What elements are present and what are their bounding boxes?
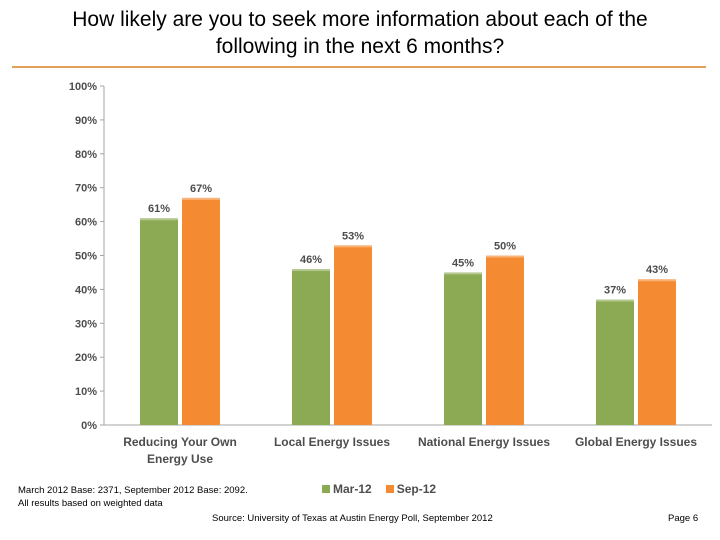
y-tick-label: 50% bbox=[75, 251, 97, 263]
data-label: 50% bbox=[494, 241, 516, 253]
y-tick-label: 40% bbox=[75, 284, 97, 296]
legend-swatch-mar-12 bbox=[322, 485, 330, 493]
bar-highlight bbox=[486, 255, 524, 258]
data-label: 43% bbox=[646, 264, 668, 276]
title-line-2: following in the next 6 months? bbox=[215, 35, 505, 58]
legend-label-mar-12: Mar-12 bbox=[333, 482, 372, 496]
chart-labels: 61% 67% Reducing Your Own Energy Use 46% 53% L… bbox=[123, 183, 697, 466]
y-tick-label: 60% bbox=[75, 217, 97, 229]
x-tick-label: National Energy Issues bbox=[418, 435, 550, 449]
bar-mar-12-0 bbox=[140, 218, 178, 425]
bar-mar-12-3 bbox=[596, 299, 634, 425]
y-tick-label: 100% bbox=[69, 81, 97, 93]
title-line-1: How likely are you to seek more informat… bbox=[72, 8, 648, 31]
x-tick-label: Global Energy Issues bbox=[575, 435, 697, 449]
bar-highlight bbox=[596, 299, 634, 302]
source-note: Source: University of Texas at Austin En… bbox=[212, 513, 493, 524]
y-tick-label: 20% bbox=[75, 352, 97, 364]
data-label: 67% bbox=[190, 183, 212, 195]
bar-chart: 0% 10% 20% 30% 40% 50% 60% 70% 80% 90% 100% 61% 67%… bbox=[69, 81, 712, 466]
data-label: 61% bbox=[148, 203, 170, 215]
legend-item-sep-12: Sep-12 bbox=[385, 482, 437, 496]
bar-mar-12-2 bbox=[444, 272, 482, 425]
title-divider bbox=[12, 66, 706, 68]
data-label: 37% bbox=[604, 285, 626, 297]
y-tick-label: 10% bbox=[75, 386, 97, 398]
y-tick-label: 0% bbox=[81, 420, 97, 432]
x-tick-label: Reducing Your Own bbox=[123, 435, 237, 449]
bar-mar-12-1 bbox=[292, 269, 330, 425]
chart-bars bbox=[140, 197, 676, 425]
bar-sep-12-1 bbox=[334, 245, 372, 425]
y-tick-label: 30% bbox=[75, 318, 97, 330]
y-tick-label: 80% bbox=[75, 149, 97, 161]
y-tick-label: 70% bbox=[75, 183, 97, 195]
bar-highlight bbox=[638, 279, 676, 282]
slide-title: How likely are you to seek more informat… bbox=[10, 6, 710, 60]
base-note: March 2012 Base: 2371, September 2012 Ba… bbox=[18, 484, 248, 510]
data-label: 46% bbox=[300, 254, 322, 266]
chart-legend: Mar-12 Sep-12 bbox=[322, 482, 450, 496]
bar-highlight bbox=[182, 197, 220, 200]
bar-highlight bbox=[444, 272, 482, 275]
bar-highlight bbox=[140, 218, 178, 221]
bar-sep-12-2 bbox=[486, 255, 524, 425]
bar-sep-12-3 bbox=[638, 279, 676, 425]
data-label: 45% bbox=[452, 257, 474, 269]
y-tick-label: 90% bbox=[75, 115, 97, 127]
legend-label-sep-12: Sep-12 bbox=[396, 482, 437, 496]
data-label: 53% bbox=[342, 230, 364, 242]
legend-item-mar-12: Mar-12 bbox=[322, 482, 372, 496]
bar-highlight bbox=[334, 245, 372, 248]
legend-swatch-sep-12 bbox=[385, 485, 394, 493]
x-tick-label: Energy Use bbox=[147, 452, 213, 466]
base-note-line-2: All results based on weighted data bbox=[18, 498, 163, 509]
x-tick-label: Local Energy Issues bbox=[274, 435, 390, 449]
page-number: Page 6 bbox=[668, 513, 699, 524]
base-note-line-1: March 2012 Base: 2371, September 2012 Ba… bbox=[18, 485, 248, 496]
bar-sep-12-0 bbox=[182, 197, 220, 425]
bar-highlight bbox=[292, 269, 330, 272]
